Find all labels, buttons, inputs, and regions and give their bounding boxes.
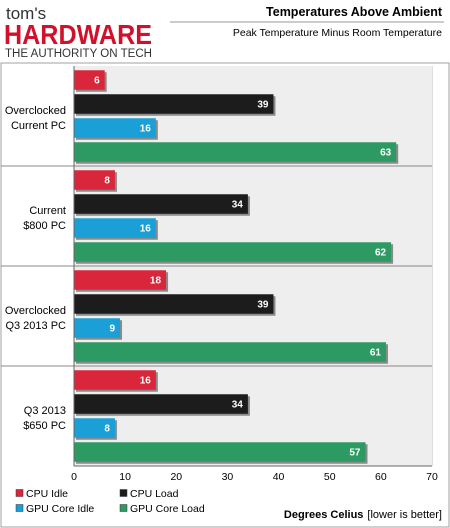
bar bbox=[74, 370, 156, 390]
category-label: Q3 2013 $650 PC bbox=[23, 405, 66, 432]
bar bbox=[74, 394, 248, 414]
bar-value-label: 34 bbox=[232, 400, 244, 411]
x-tick-label: 40 bbox=[273, 471, 285, 483]
legend-swatch bbox=[119, 489, 128, 497]
x-axis-note: [lower is better] bbox=[367, 509, 442, 521]
bar bbox=[74, 294, 274, 314]
bar bbox=[74, 418, 115, 438]
category-label: Current $800 PC bbox=[23, 205, 66, 232]
bar-value-label: 8 bbox=[104, 176, 110, 187]
bar-value-label: 62 bbox=[375, 248, 387, 259]
category-label-line: Overclocked bbox=[5, 305, 66, 317]
legend-swatch bbox=[15, 489, 24, 497]
legend: CPU Idle CPU Load GPU Core Idle GPU Core Lo… bbox=[15, 488, 205, 515]
logo-brand-small: tom's bbox=[6, 4, 46, 23]
bar-value-label: 63 bbox=[380, 148, 392, 159]
bar bbox=[74, 442, 366, 462]
bar-value-label: 9 bbox=[109, 324, 115, 335]
x-tick-label: 70 bbox=[426, 471, 438, 483]
category-label-line: Current PC bbox=[11, 120, 66, 132]
category-label: Overclocked Q3 2013 PC bbox=[5, 305, 66, 332]
bar-value-label: 16 bbox=[140, 376, 152, 387]
x-axis-title: Degrees Celius [lower is better] bbox=[284, 509, 442, 521]
bar-value-label: 61 bbox=[370, 348, 382, 359]
bar-value-label: 16 bbox=[140, 124, 152, 135]
bar bbox=[74, 342, 386, 362]
bar-value-label: 8 bbox=[104, 424, 110, 435]
legend-swatch bbox=[119, 504, 128, 512]
logo-tagline: THE AUTHORITY ON TECH bbox=[5, 48, 152, 60]
chart-subtitle: Peak Temperature Minus Room Temperature bbox=[233, 27, 442, 39]
bar-value-label: 39 bbox=[257, 100, 269, 111]
bar bbox=[74, 118, 156, 138]
legend-label: CPU Idle bbox=[26, 488, 68, 500]
category-label-line: Q3 2013 PC bbox=[5, 320, 66, 332]
bar-value-label: 16 bbox=[140, 224, 152, 235]
bar-value-label: 39 bbox=[257, 300, 269, 311]
bar-value-label: 57 bbox=[349, 448, 361, 459]
axis-layer: 0 10 20 30 40 50 60 70 bbox=[71, 66, 438, 483]
logo-brand-big: HARDWARE bbox=[4, 19, 152, 50]
legend-label: GPU Core Load bbox=[130, 503, 205, 515]
legend-label: CPU Load bbox=[130, 488, 179, 500]
category-label: Overclocked Current PC bbox=[5, 105, 66, 132]
category-label-line: Current bbox=[29, 205, 66, 217]
legend-swatch bbox=[15, 504, 24, 512]
x-tick-label: 60 bbox=[375, 471, 387, 483]
bar bbox=[74, 318, 121, 338]
x-tick-label: 50 bbox=[324, 471, 336, 483]
x-tick-label: 0 bbox=[71, 471, 77, 483]
bar bbox=[74, 70, 105, 90]
category-label-line: $800 PC bbox=[23, 220, 66, 232]
logo: tom's HARDWARE THE AUTHORITY ON TECH bbox=[4, 4, 152, 60]
bar-value-label: 34 bbox=[232, 200, 244, 211]
bar bbox=[74, 270, 167, 290]
bar bbox=[74, 142, 397, 162]
chart-title: Temperatures Above Ambient bbox=[266, 5, 443, 19]
x-axis-label: Degrees Celius bbox=[284, 509, 363, 521]
category-label-line: Q3 2013 bbox=[24, 405, 66, 417]
x-tick-label: 10 bbox=[119, 471, 131, 483]
bar bbox=[74, 170, 115, 190]
x-tick-label: 30 bbox=[222, 471, 234, 483]
bar bbox=[74, 218, 156, 238]
bar-value-label: 18 bbox=[150, 276, 162, 287]
category-label-line: $650 PC bbox=[23, 420, 66, 432]
bar-value-label: 6 bbox=[94, 76, 100, 87]
bar bbox=[74, 94, 274, 114]
legend-label: GPU Core Idle bbox=[26, 503, 94, 515]
bar bbox=[74, 194, 248, 214]
x-tick-label: 20 bbox=[170, 471, 182, 483]
category-label-line: Overclocked bbox=[5, 105, 66, 117]
bar-layer: 6 39 16 63 8 34 16 62 18 39 9 61 16 34 8 57 bbox=[74, 70, 399, 464]
bar bbox=[74, 242, 392, 262]
